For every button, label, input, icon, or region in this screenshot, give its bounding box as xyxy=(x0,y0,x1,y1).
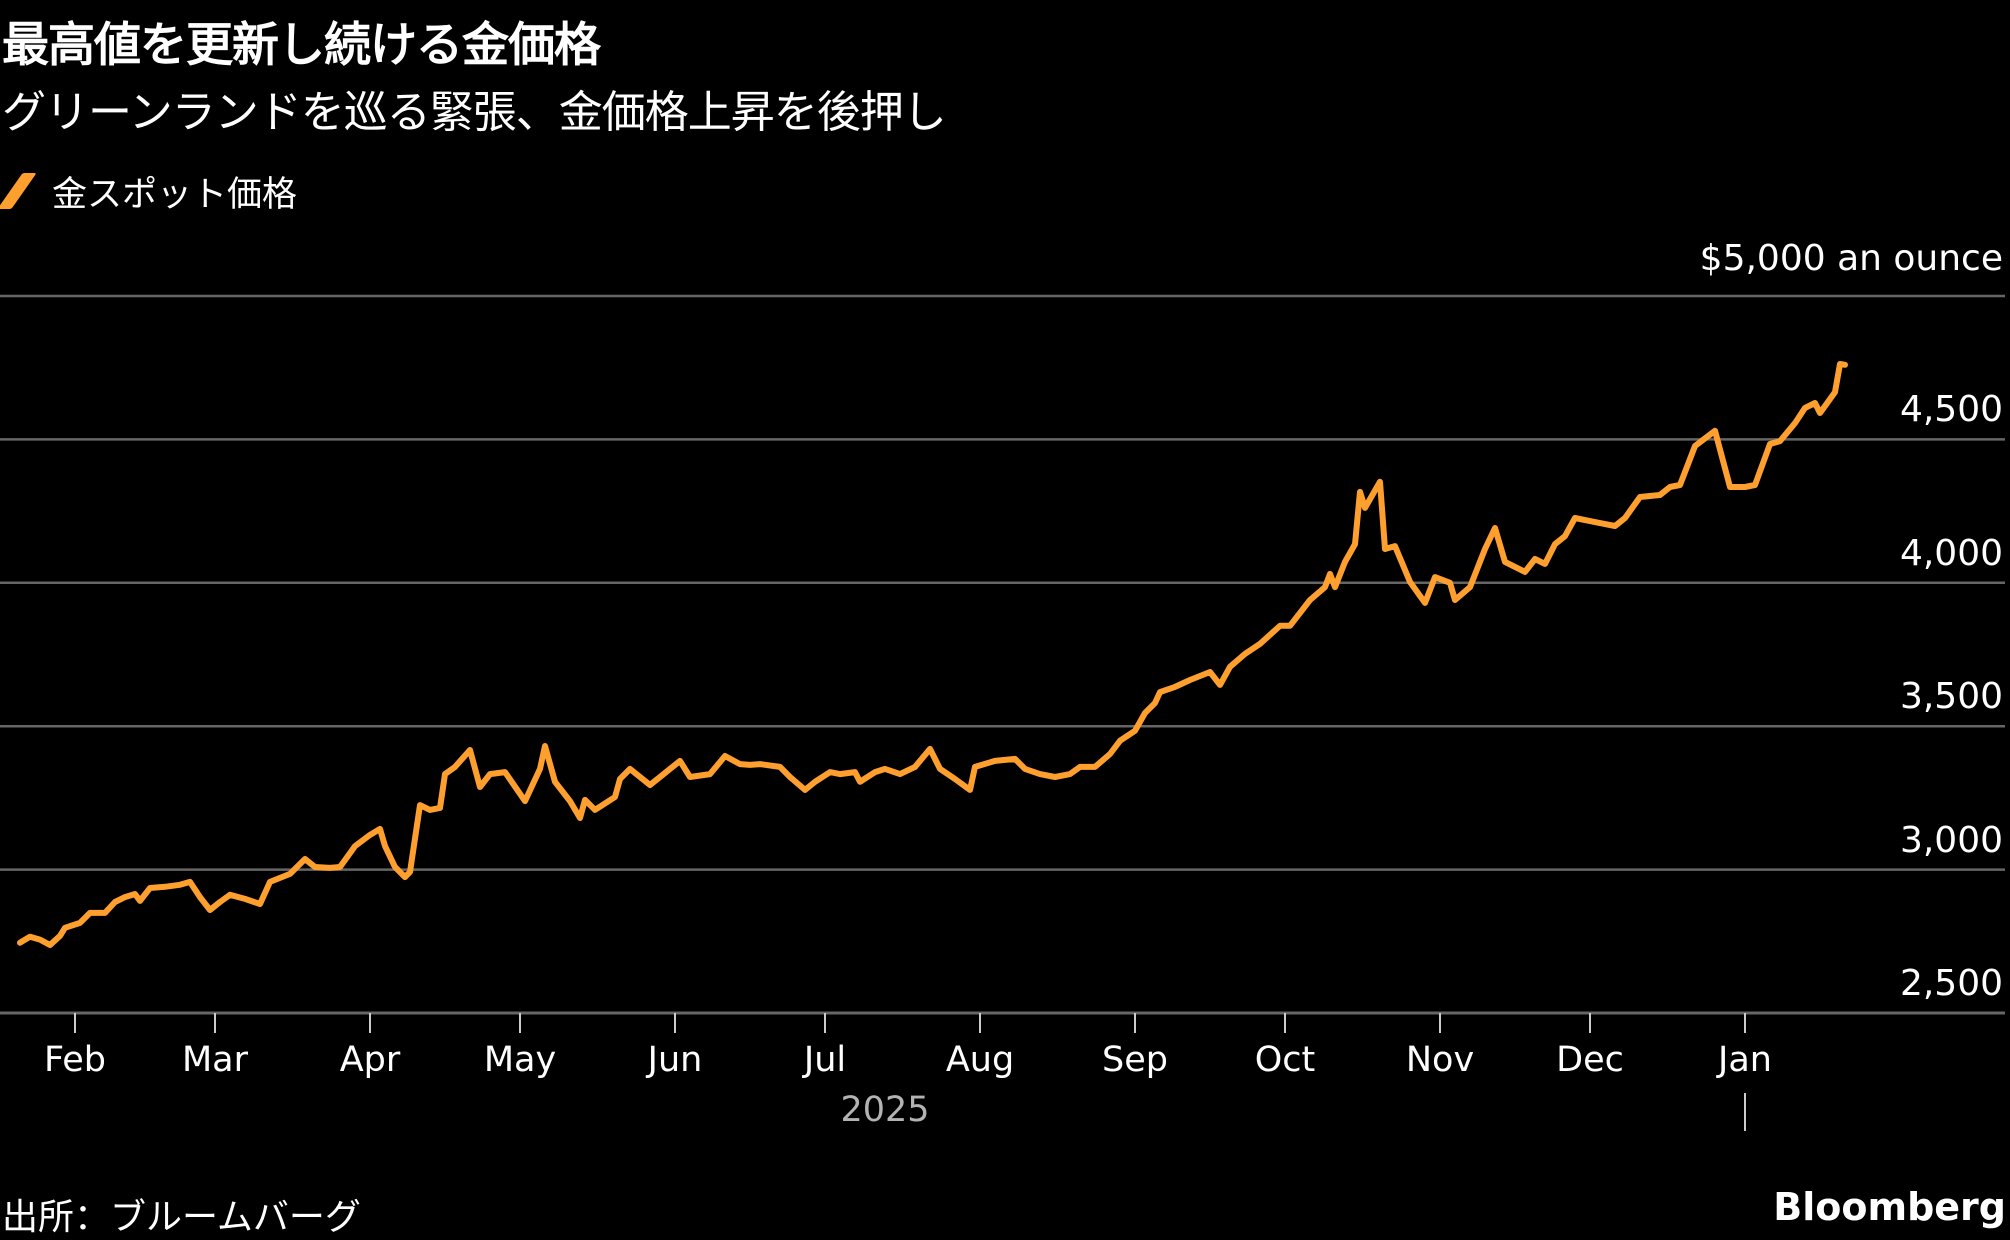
y-tick-label: 3,000 xyxy=(1899,819,2003,861)
x-axis-year-label: 2025 xyxy=(840,1090,930,1130)
x-tick-label-feb: Feb xyxy=(44,1040,106,1080)
x-tick-label-mar: Mar xyxy=(181,1040,249,1080)
bloomberg-logo: Bloomberg xyxy=(1773,1185,2006,1229)
x-tick-label-jul: Jul xyxy=(803,1040,847,1080)
x-tick-label-sep: Sep xyxy=(1102,1040,1168,1080)
chart-subtitle: グリーンランドを巡る緊張、金価格上昇を後押し xyxy=(2,87,947,138)
x-tick-label-aug: Aug xyxy=(945,1040,1015,1080)
x-tick-label-apr: Apr xyxy=(339,1040,401,1080)
x-tick-label-jun: Jun xyxy=(647,1040,703,1080)
legend-label-gold-spot: 金スポット価格 xyxy=(52,174,298,215)
x-tick-label-may: May xyxy=(483,1040,557,1080)
y-tick-label: 3,500 xyxy=(1899,676,2003,718)
legend: 金スポット価格 xyxy=(0,168,298,215)
y-axis-top-label: $5,000 an ounce xyxy=(1699,238,2003,279)
source-note: 出所：ブルームバーグ xyxy=(2,1197,361,1238)
x-tick-label-dec: Dec xyxy=(1556,1040,1624,1080)
y-tick-label: 4,500 xyxy=(1899,389,2003,431)
y-tick-label: 4,000 xyxy=(1899,532,2003,574)
chart-title: 最高値を更新し続ける金価格 xyxy=(2,18,601,73)
x-tick-label-oct: Oct xyxy=(1254,1040,1316,1080)
x-tick-label-jan: Jan xyxy=(1718,1040,1772,1080)
x-tick-label-nov: Nov xyxy=(1405,1040,1475,1080)
gold-spot-price-line xyxy=(17,361,1848,948)
y-tick-label: 2,500 xyxy=(1899,963,2003,1004)
